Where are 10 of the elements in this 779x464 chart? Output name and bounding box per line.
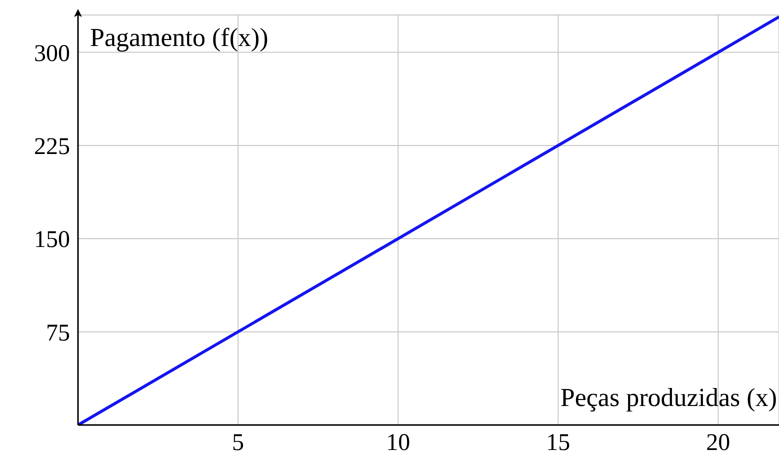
x-axis-title: Peças produzidas (x): [560, 383, 777, 413]
x-tick-label: 10: [386, 430, 410, 456]
x-tick-label: 20: [706, 430, 730, 456]
y-tick-label: 225: [34, 134, 70, 160]
y-tick-label: 150: [34, 227, 70, 254]
y-tick-label: 300: [34, 40, 70, 67]
x-tick-label: 5: [232, 430, 244, 456]
x-tick-label: 15: [546, 430, 570, 456]
y-axis-title: Pagamento (f(x)): [90, 23, 268, 53]
y-tick-label: 75: [46, 320, 70, 346]
